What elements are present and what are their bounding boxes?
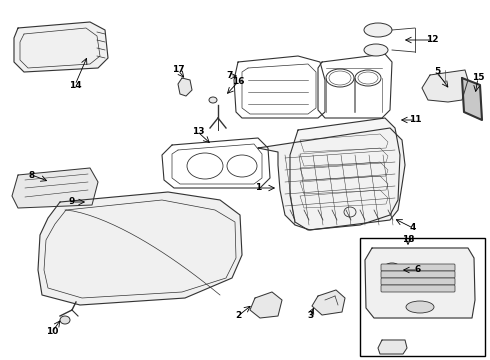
Polygon shape: [38, 192, 242, 305]
Polygon shape: [312, 290, 345, 315]
Text: 8: 8: [29, 171, 35, 180]
FancyBboxPatch shape: [381, 264, 455, 271]
Polygon shape: [250, 292, 282, 318]
Text: 18: 18: [402, 235, 414, 244]
Ellipse shape: [384, 263, 400, 273]
Text: 10: 10: [46, 328, 58, 337]
Polygon shape: [422, 70, 468, 102]
Text: 3: 3: [307, 311, 313, 320]
Text: 4: 4: [410, 224, 416, 233]
Polygon shape: [290, 118, 400, 230]
Text: 9: 9: [69, 198, 75, 207]
Text: 13: 13: [192, 127, 204, 136]
Text: 15: 15: [472, 73, 484, 82]
Polygon shape: [258, 128, 405, 230]
Text: 17: 17: [172, 66, 184, 75]
Polygon shape: [365, 248, 475, 318]
Text: 12: 12: [426, 36, 438, 45]
Text: 14: 14: [69, 81, 81, 90]
Ellipse shape: [406, 301, 434, 313]
Ellipse shape: [394, 269, 402, 275]
Ellipse shape: [60, 316, 70, 324]
Ellipse shape: [364, 23, 392, 37]
FancyBboxPatch shape: [381, 278, 455, 285]
Bar: [360, 238, 485, 356]
Polygon shape: [12, 168, 98, 208]
Text: 11: 11: [409, 116, 421, 125]
Polygon shape: [14, 22, 108, 72]
Ellipse shape: [364, 44, 388, 56]
FancyBboxPatch shape: [381, 285, 455, 292]
Polygon shape: [378, 340, 407, 354]
Text: 16: 16: [232, 77, 244, 86]
Polygon shape: [462, 78, 482, 120]
Ellipse shape: [209, 97, 217, 103]
Text: 5: 5: [434, 68, 440, 77]
Text: 1: 1: [255, 184, 261, 193]
FancyBboxPatch shape: [381, 271, 455, 278]
Text: 2: 2: [235, 311, 241, 320]
Polygon shape: [178, 78, 192, 96]
Text: 6: 6: [415, 266, 421, 274]
Text: 7: 7: [227, 72, 233, 81]
